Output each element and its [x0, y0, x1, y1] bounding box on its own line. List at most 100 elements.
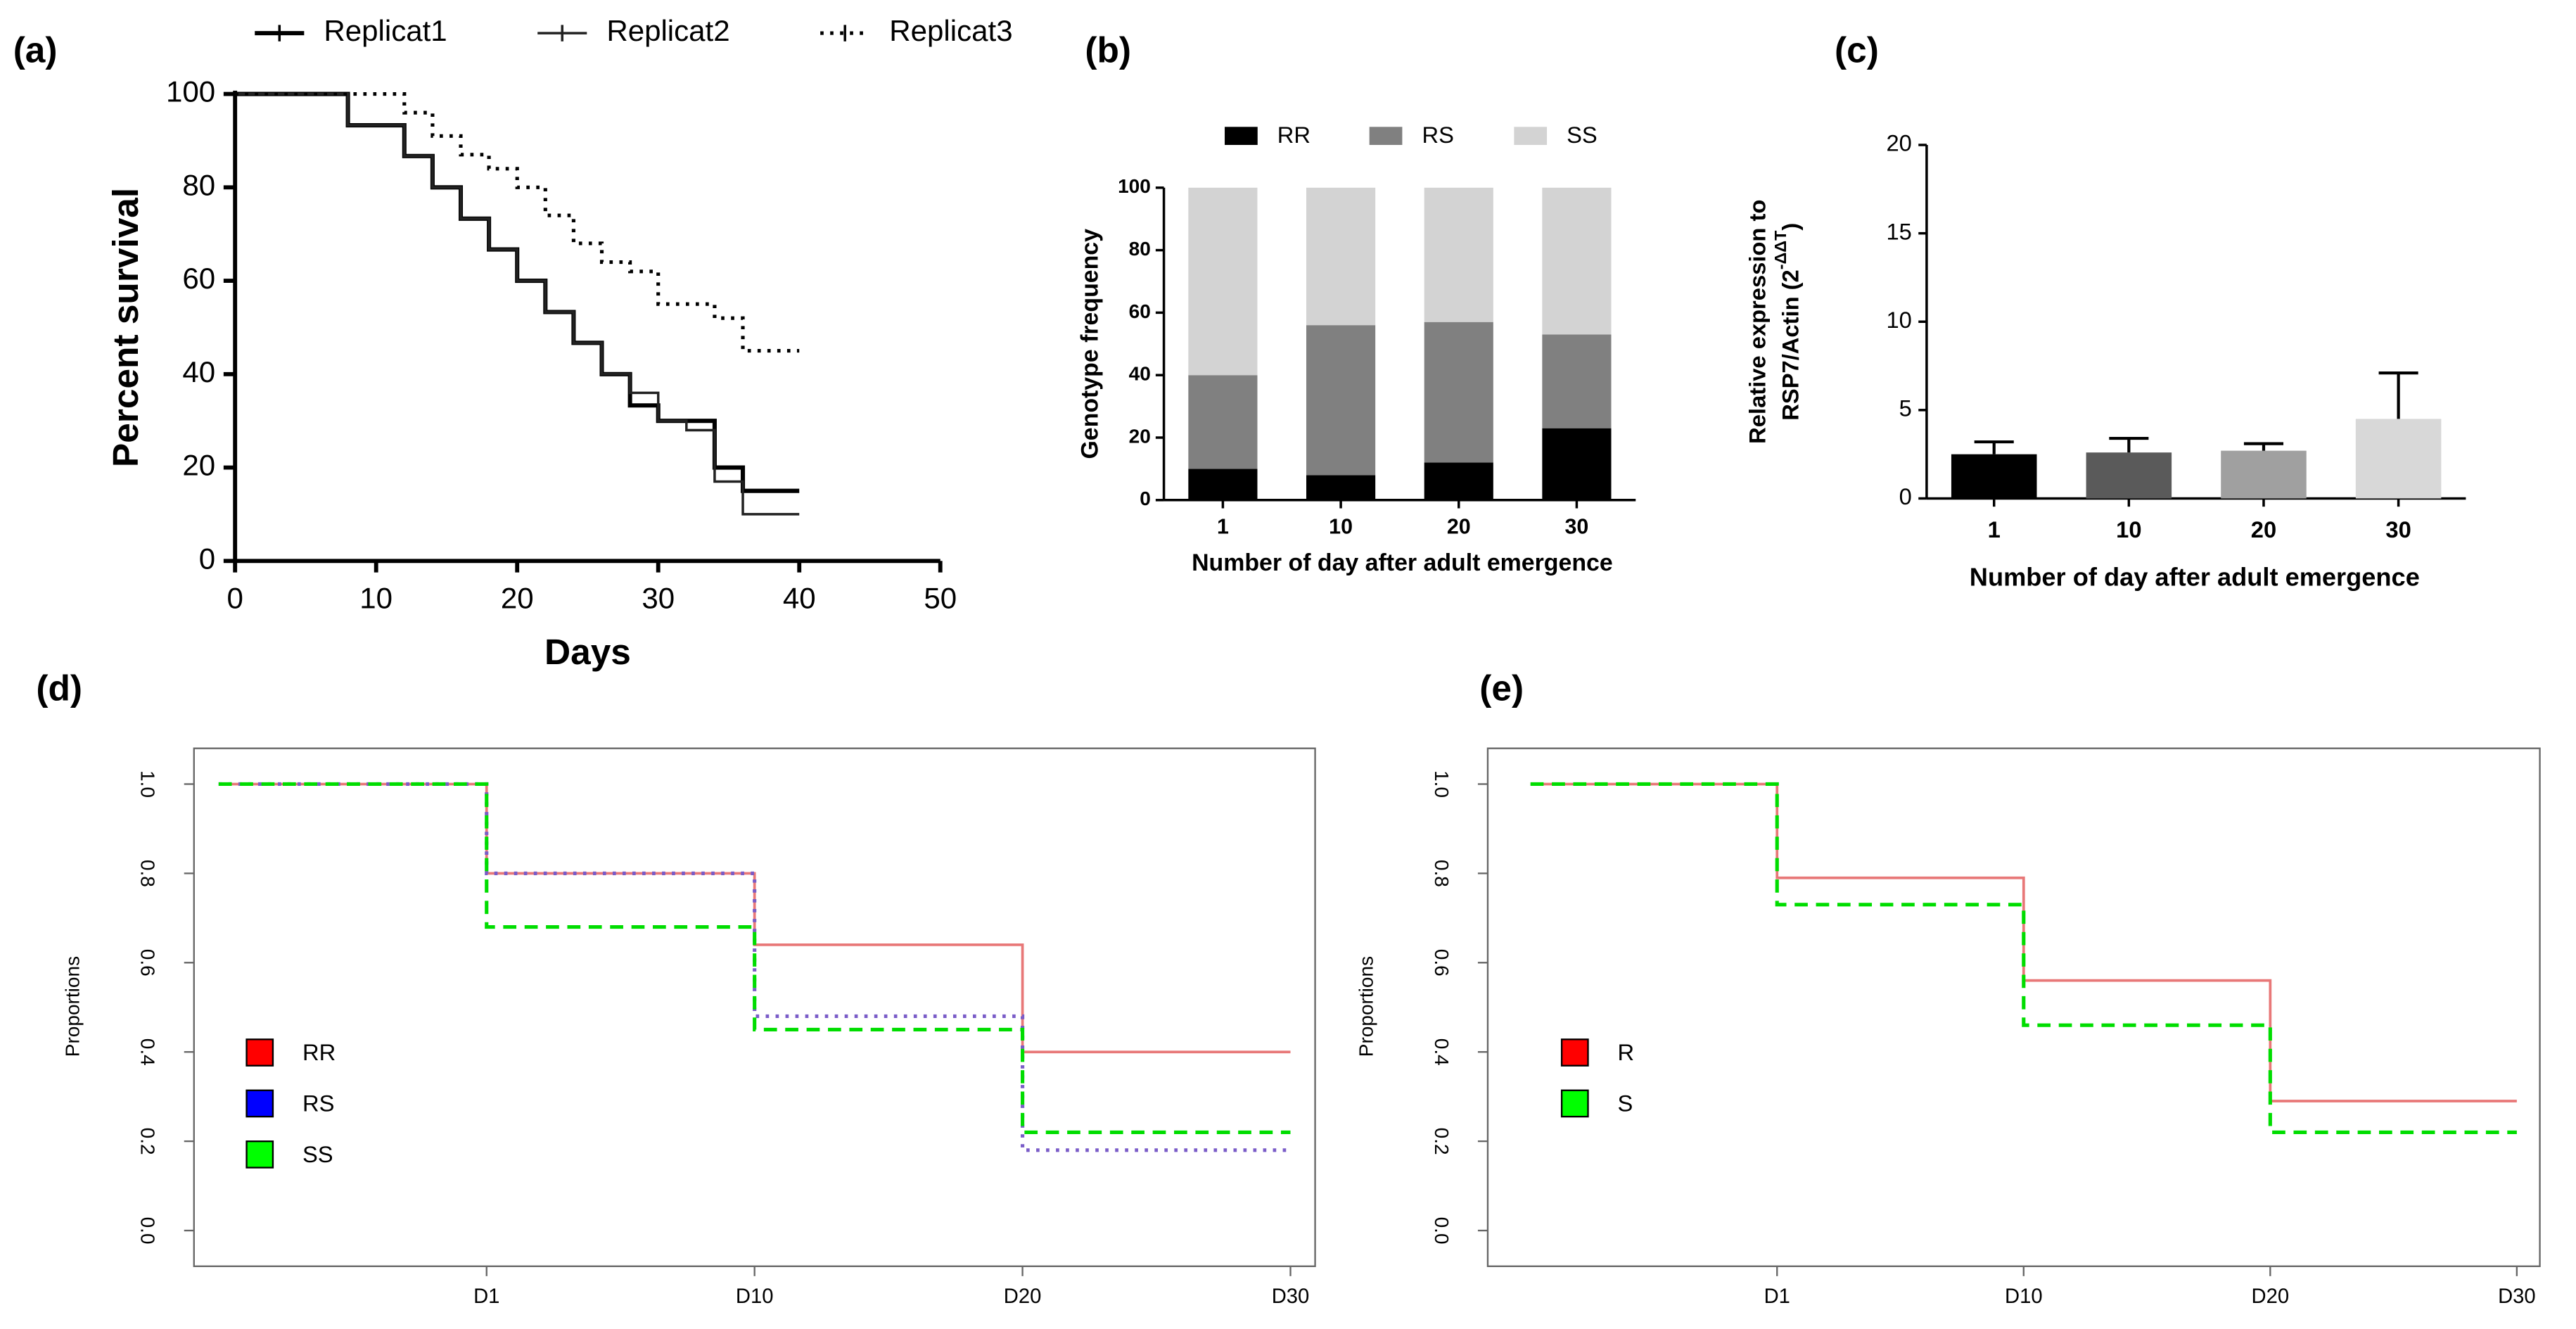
- bar-segment: [1188, 187, 1258, 376]
- x-tick-label: 10: [2116, 516, 2141, 542]
- x-tick-label: 30: [1565, 515, 1589, 539]
- legend-swatch: [246, 1089, 274, 1118]
- legend-label: RR: [1277, 122, 1311, 148]
- panel: (b) 0 20 40 60 80 100 1 10 20 30 RR RS SS Number of da…: [1077, 30, 1636, 576]
- y-tick-label: 5: [1899, 395, 1912, 421]
- bar-segment: [1306, 475, 1376, 500]
- x-tick-label: 20: [501, 581, 534, 614]
- x-tick-label: 30: [2385, 516, 2411, 542]
- legend-swatch: [1225, 127, 1258, 146]
- x-tick-label: 30: [642, 581, 675, 614]
- bar-segment: [1542, 428, 1612, 500]
- survival-line: [235, 92, 800, 353]
- y-tick-label: 0.2: [1431, 1128, 1453, 1155]
- survival-line: [235, 92, 800, 516]
- y-tick-label: 0.8: [1431, 860, 1453, 887]
- legend-swatch: [1514, 127, 1548, 146]
- x-axis-title: Days: [544, 631, 631, 672]
- panel: (d) 0.0 0.2 0.4 0.6 0.8 1.0 D1 D10 D20 D30 Proporti…: [36, 667, 1316, 1308]
- legend-swatch: [1560, 1089, 1589, 1118]
- x-tick-label: D30: [2498, 1285, 2536, 1308]
- x-axis-title: Number of day after adult emergence: [1970, 563, 2420, 592]
- panel: (a) 0 20 40 60 80 100 0 10 20 30 40 50 Days Percent su…: [13, 14, 1013, 672]
- y-tick-label: 80: [1129, 238, 1151, 260]
- y-tick-label: 0: [1899, 483, 1912, 509]
- y-tick-label: 0.6: [1431, 949, 1453, 977]
- x-tick-label: D1: [473, 1285, 499, 1308]
- x-axis-title: Number of day after adult emergence: [1192, 549, 1613, 576]
- bar-segment: [1542, 334, 1612, 428]
- y-axis-title: Proportions: [62, 956, 84, 1057]
- y-axis-title: Relative expression to RSP7/Actin (2-ΔΔT): [1744, 200, 1803, 444]
- x-tick-label: 0: [227, 581, 243, 614]
- legend-label: R: [1618, 1039, 1635, 1065]
- plot-frame: [1486, 747, 2541, 1267]
- x-tick-label: 20: [2251, 516, 2276, 542]
- panel: (c) 0 5 10 15 20 1 10 20 30 Number of day after ad…: [1744, 30, 2466, 592]
- y-tick-label: 0: [199, 542, 215, 575]
- y-tick-label: 0.4: [137, 1038, 159, 1066]
- y-tick-label: 60: [1129, 300, 1151, 322]
- panel-label: (a): [13, 30, 58, 70]
- panel-label: (e): [1479, 667, 1524, 708]
- survival-line: [218, 782, 1291, 1152]
- bar-segment: [1424, 187, 1493, 322]
- legend-swatch: [1369, 127, 1403, 146]
- legend-label: Replicat2: [606, 14, 729, 47]
- y-tick-label: 40: [182, 355, 215, 388]
- legend-swatch: [1560, 1038, 1589, 1067]
- x-tick-label: 50: [924, 581, 957, 614]
- survival-line: [218, 782, 1291, 1054]
- panel-label: (b): [1085, 30, 1131, 70]
- y-tick-label: 20: [1886, 130, 1911, 156]
- y-axis-title: Proportions: [1356, 956, 1377, 1057]
- bar: [1951, 454, 2037, 499]
- bar: [2355, 419, 2442, 499]
- legend-label: RR: [302, 1039, 336, 1065]
- y-title-line: Relative expression to: [1744, 200, 1770, 444]
- legend-label: SS: [302, 1141, 333, 1167]
- legend-label: S: [1618, 1090, 1633, 1116]
- bar: [2221, 450, 2307, 499]
- y-tick-label: 0.0: [1431, 1217, 1453, 1245]
- x-tick-label: 20: [1447, 515, 1471, 539]
- y-tick-label: 1.0: [1431, 770, 1453, 798]
- y-tick-label: 0.6: [137, 949, 159, 977]
- x-tick-label: 1: [1217, 515, 1229, 539]
- panel-label: (c): [1835, 30, 1879, 70]
- y-tick-label: 0: [1140, 488, 1151, 509]
- bar-segment: [1542, 187, 1612, 335]
- survival-line: [1530, 782, 2517, 1135]
- x-tick-label: 10: [359, 581, 393, 614]
- y-axis-title: Genotype frequency: [1077, 229, 1104, 459]
- bar: [2086, 452, 2172, 499]
- bar-segment: [1424, 322, 1493, 463]
- y-tick-label: 1.0: [137, 770, 159, 798]
- y-tick-label: 80: [182, 168, 215, 201]
- bar-segment: [1306, 187, 1376, 326]
- x-tick-label: 10: [1329, 515, 1353, 539]
- y-tick-label: 60: [182, 262, 215, 295]
- y-tick-label: 0.4: [1431, 1038, 1453, 1066]
- y-tick-label: 20: [182, 449, 215, 482]
- y-tick-label: 0.0: [137, 1217, 159, 1245]
- bar-segment: [1188, 469, 1258, 500]
- x-tick-label: 1: [1988, 516, 2001, 542]
- y-tick-label: 100: [1118, 175, 1151, 197]
- y-tick-label: 15: [1886, 218, 1911, 244]
- x-tick-label: D10: [736, 1285, 774, 1308]
- y-title-line: RSP7/Actin (2: [1777, 269, 1803, 420]
- legend-label: Replicat1: [324, 14, 447, 47]
- bar-segment: [1306, 325, 1376, 476]
- legend-label: RS: [302, 1090, 334, 1116]
- bar-segment: [1188, 375, 1258, 469]
- y-tick-label: 0.8: [137, 860, 159, 887]
- panel: (e) 0.0 0.2 0.4 0.6 0.8 1.0 D1 D10 D20 D30 Proporti…: [1356, 667, 2541, 1308]
- x-tick-label: D10: [2005, 1285, 2043, 1308]
- y-tick-label: 10: [1886, 307, 1911, 333]
- x-tick-label: 40: [783, 581, 816, 614]
- legend-swatch: [246, 1038, 274, 1067]
- y-tick-label: 20: [1129, 425, 1151, 447]
- x-tick-label: D20: [2252, 1285, 2290, 1308]
